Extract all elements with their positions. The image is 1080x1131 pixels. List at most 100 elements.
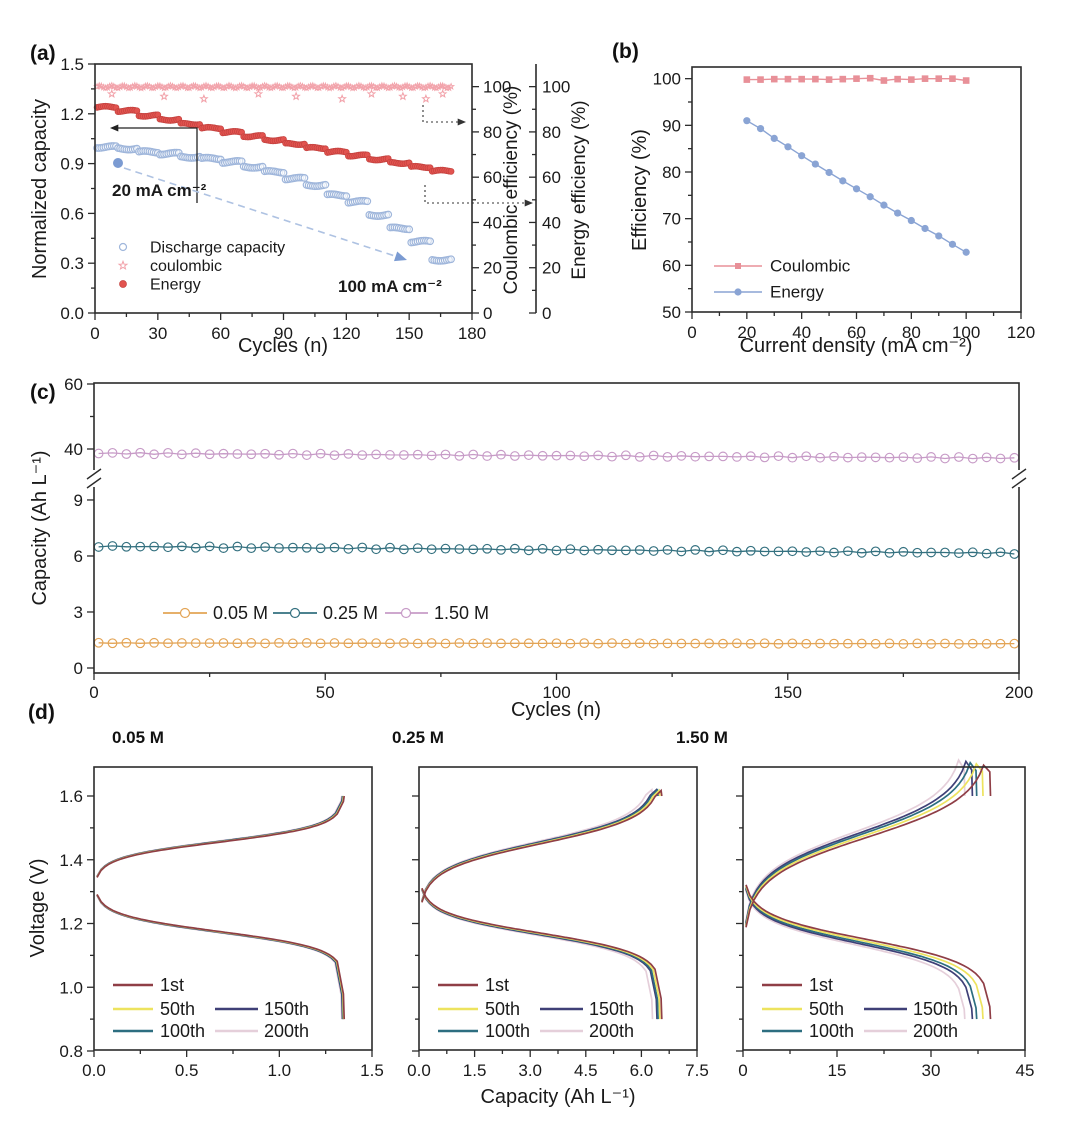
- svg-text:40: 40: [64, 440, 83, 459]
- panel-letter-d: (d): [28, 701, 55, 724]
- svg-text:150: 150: [395, 324, 423, 343]
- svg-text:0.0: 0.0: [407, 1061, 431, 1080]
- svg-text:0: 0: [90, 324, 99, 343]
- svg-text:100th: 100th: [809, 1021, 854, 1041]
- svg-text:100th: 100th: [160, 1021, 205, 1041]
- svg-text:50: 50: [662, 303, 681, 322]
- svg-text:0.05 M: 0.05 M: [213, 603, 268, 623]
- series-1.50M: [93, 447, 1020, 464]
- svg-text:40: 40: [483, 213, 502, 232]
- svg-text:100: 100: [952, 323, 980, 342]
- svg-text:0.0: 0.0: [60, 304, 84, 323]
- axes-d1: 0.0 1.5 3.0 4.5 6.0 7.5: [407, 766, 709, 1080]
- svg-text:1.2: 1.2: [59, 915, 83, 934]
- svg-text:200: 200: [1005, 683, 1033, 702]
- svg-text:100: 100: [483, 78, 511, 97]
- svg-text:1.0: 1.0: [268, 1061, 292, 1080]
- annotations-a: 20 mA cm⁻² 100 mA cm⁻²: [110, 105, 533, 296]
- svg-text:200th: 200th: [589, 1021, 634, 1041]
- svg-text:1.5: 1.5: [60, 55, 84, 74]
- svg-text:200th: 200th: [913, 1021, 958, 1041]
- svg-text:180: 180: [458, 324, 486, 343]
- svg-text:0: 0: [74, 659, 83, 678]
- d-ylabel: Voltage (V): [27, 859, 49, 958]
- svg-text:90: 90: [274, 324, 293, 343]
- svg-text:Coulombic: Coulombic: [770, 257, 851, 276]
- svg-text:3.0: 3.0: [518, 1061, 542, 1080]
- axes-d0: 0.0 0.5 1.0 1.5 0.8 1.0 1.2 1.4 1.6: [59, 766, 384, 1080]
- svg-text:70: 70: [662, 210, 681, 229]
- c-xlabel: Cycles (n): [511, 699, 601, 721]
- svg-text:Energy: Energy: [770, 283, 824, 302]
- a-y3label: Energy efficiency (%): [569, 100, 590, 279]
- annotation-20mA: 20 mA cm⁻²: [112, 181, 207, 200]
- svg-text:60: 60: [211, 324, 230, 343]
- svg-text:Discharge capacity: Discharge capacity: [150, 240, 285, 257]
- svg-text:0.6: 0.6: [60, 204, 84, 223]
- svg-text:0: 0: [89, 683, 98, 702]
- svg-text:50th: 50th: [160, 999, 195, 1019]
- svg-text:150: 150: [774, 683, 802, 702]
- d-xlabel: Capacity (Ah L⁻¹): [480, 1086, 635, 1108]
- svg-text:1.0: 1.0: [59, 978, 83, 997]
- a-y2label: Coulombic efficiency (%): [501, 86, 522, 295]
- svg-text:60: 60: [483, 168, 502, 187]
- svg-text:80: 80: [483, 123, 502, 142]
- svg-text:0.9: 0.9: [60, 155, 84, 174]
- svg-text:100: 100: [542, 683, 570, 702]
- panel-a: 20 mA cm⁻² 100 mA cm⁻² Discharge capacityc…: [29, 55, 590, 357]
- svg-text:0: 0: [483, 304, 492, 323]
- svg-text:0: 0: [738, 1061, 747, 1080]
- series-coulombic: [93, 81, 456, 103]
- panel-c: 0.05 M 0.25 M 1.50 M 0 50 100 150 200 0 3 6 9 40 60 Cy…: [29, 375, 1033, 721]
- a-xlabel: Cycles (n): [238, 335, 328, 357]
- svg-text:100: 100: [542, 78, 570, 97]
- svg-text:40: 40: [792, 323, 811, 342]
- d-labels: Capacity (Ah L⁻¹): [480, 1086, 635, 1108]
- svg-text:1.50 M: 1.50 M: [434, 603, 489, 623]
- svg-text:0.0: 0.0: [82, 1061, 106, 1080]
- svg-text:1st: 1st: [485, 975, 509, 995]
- svg-text:100: 100: [653, 70, 681, 89]
- svg-text:60: 60: [662, 256, 681, 275]
- series-energy: [743, 117, 970, 256]
- panel-letter-c: (c): [30, 381, 56, 404]
- svg-text:60: 60: [542, 168, 561, 187]
- svg-text:1st: 1st: [160, 975, 184, 995]
- svg-text:1.6: 1.6: [59, 787, 83, 806]
- axes-a: 0 30 60 90 120 150 180 0.0 0.3 0.6 0.9 1.2 1.5 0 20 40 6…: [29, 55, 590, 357]
- svg-text:50th: 50th: [485, 999, 520, 1019]
- svg-text:45: 45: [1016, 1061, 1035, 1080]
- panel-letter-a: (a): [30, 42, 56, 65]
- panel-d: 1st 50th 150th 100th 200th 0.0 0.5 1.0 1.5 0.8 1.0…: [27, 758, 1035, 1108]
- svg-text:4.5: 4.5: [574, 1061, 598, 1080]
- svg-text:3: 3: [74, 603, 83, 622]
- svg-text:150th: 150th: [589, 999, 634, 1019]
- legend-d1: 1st 50th 150th 100th 200th: [438, 975, 634, 1041]
- svg-text:0: 0: [542, 304, 551, 323]
- svg-text:6: 6: [74, 547, 83, 566]
- svg-text:6.0: 6.0: [630, 1061, 654, 1080]
- svg-text:0.25 M: 0.25 M: [323, 603, 378, 623]
- d-ylab: Voltage (V): [27, 859, 49, 958]
- series-energy: [93, 102, 455, 175]
- svg-text:0: 0: [687, 323, 696, 342]
- series-0.25M: [93, 541, 1020, 559]
- svg-text:1.5: 1.5: [463, 1061, 487, 1080]
- svg-text:80: 80: [662, 163, 681, 182]
- svg-text:1.4: 1.4: [59, 851, 83, 870]
- svg-text:0.3: 0.3: [60, 254, 84, 273]
- panel-letter-b: (b): [612, 40, 639, 63]
- svg-text:150th: 150th: [913, 999, 958, 1019]
- svg-text:9: 9: [74, 491, 83, 510]
- subpanel-0.25M: 1st 50th 150th 100th 200th 0.0 1.5 3.0 4.5 6.0 7.5: [407, 766, 709, 1080]
- svg-text:90: 90: [662, 116, 681, 135]
- svg-text:0.5: 0.5: [175, 1061, 199, 1080]
- legend-b: Coulombic Energy: [714, 257, 851, 302]
- legend-d2: 1st 50th 150th 100th 200th: [762, 975, 958, 1041]
- svg-text:20: 20: [542, 259, 561, 278]
- svg-text:120: 120: [332, 324, 360, 343]
